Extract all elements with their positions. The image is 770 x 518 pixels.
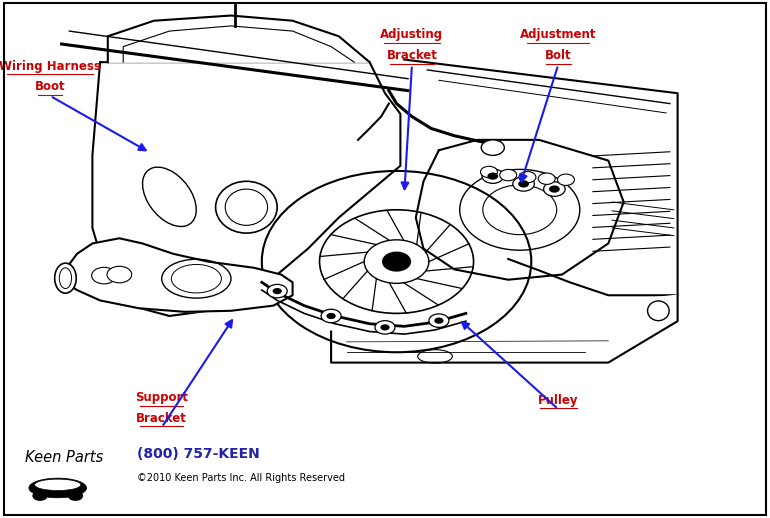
Circle shape — [544, 182, 565, 196]
Circle shape — [480, 166, 497, 178]
Circle shape — [549, 185, 560, 193]
Circle shape — [32, 491, 48, 501]
Circle shape — [519, 171, 536, 183]
Circle shape — [518, 180, 529, 188]
Circle shape — [92, 267, 116, 284]
Circle shape — [107, 266, 132, 283]
Circle shape — [380, 324, 390, 330]
Circle shape — [383, 252, 410, 271]
Ellipse shape — [35, 479, 81, 491]
Text: Bolt: Bolt — [545, 49, 571, 62]
Text: Bracket: Bracket — [387, 49, 437, 62]
Circle shape — [68, 491, 83, 501]
Polygon shape — [331, 295, 678, 363]
Circle shape — [434, 318, 444, 324]
Ellipse shape — [55, 263, 76, 293]
Text: Adjusting: Adjusting — [380, 28, 444, 41]
Circle shape — [500, 169, 517, 181]
Circle shape — [326, 313, 336, 319]
Text: Wiring Harness: Wiring Harness — [0, 60, 101, 73]
Text: Bracket: Bracket — [136, 412, 187, 425]
Circle shape — [513, 177, 534, 191]
Circle shape — [481, 140, 504, 155]
Text: Keen Parts: Keen Parts — [25, 450, 104, 465]
Text: Pulley: Pulley — [538, 394, 578, 407]
Polygon shape — [108, 16, 370, 62]
Ellipse shape — [29, 478, 86, 498]
Circle shape — [557, 174, 574, 185]
Polygon shape — [65, 238, 293, 312]
Text: Boot: Boot — [35, 80, 65, 93]
Circle shape — [273, 288, 282, 294]
Ellipse shape — [648, 301, 669, 321]
Circle shape — [482, 169, 504, 183]
Text: Adjustment: Adjustment — [520, 28, 597, 41]
Circle shape — [487, 172, 498, 180]
Text: Support: Support — [136, 391, 188, 404]
Circle shape — [538, 173, 555, 184]
Polygon shape — [92, 62, 400, 316]
Text: (800) 757-KEEN: (800) 757-KEEN — [137, 447, 259, 461]
Text: ©2010 Keen Parts Inc. All Rights Reserved: ©2010 Keen Parts Inc. All Rights Reserve… — [137, 473, 345, 483]
Circle shape — [429, 314, 449, 327]
Polygon shape — [416, 140, 624, 280]
Circle shape — [321, 309, 341, 323]
Circle shape — [267, 284, 287, 298]
Circle shape — [375, 321, 395, 334]
